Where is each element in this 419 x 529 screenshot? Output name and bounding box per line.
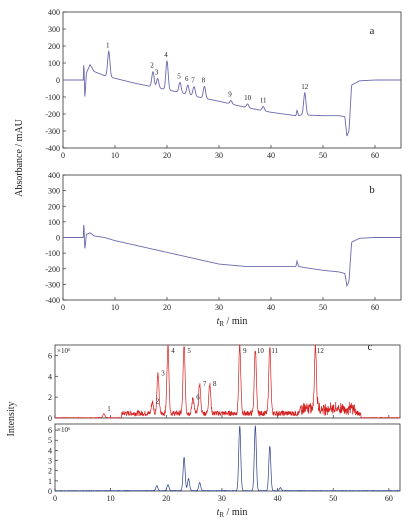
panel-c-sub1-ytick-label: 6 xyxy=(48,351,52,360)
panel-a-ytick-label: 0 xyxy=(56,76,60,85)
panel-a-ytick-label: 400 xyxy=(48,8,60,17)
panel-a-ytick-label: -200 xyxy=(45,110,60,119)
panel-b-ytick-label: -100 xyxy=(45,249,60,258)
panel-a-xtick-label: 50 xyxy=(319,151,327,160)
panel-c-peak-label: 8 xyxy=(213,380,217,388)
panel-c-ylabel: Intensity xyxy=(6,402,17,437)
panel-c-peak-label: 12 xyxy=(317,347,325,355)
panel-c-sub1-series-line xyxy=(54,344,401,419)
panel-b-ytick-label: -300 xyxy=(45,280,60,289)
panel-a-xtick-label: 60 xyxy=(371,151,379,160)
panel-b-letter: b xyxy=(369,184,375,196)
panel-b-ytick-label: -200 xyxy=(45,265,60,274)
panel-a-peak-label: 7 xyxy=(191,77,195,85)
panel-c-sub1-ytick-label: 0 xyxy=(48,414,52,423)
panel-c-sub2-xtick-label: 60 xyxy=(385,494,393,503)
panel-b-xtick-label: 60 xyxy=(371,303,379,312)
panel-a-peak-label: 8 xyxy=(202,76,206,84)
panel-b-xlabel: tR / min xyxy=(217,316,248,328)
panel-b-xtick-label: 0 xyxy=(61,303,65,312)
panel-a-xtick-label: 0 xyxy=(61,151,65,160)
panel-c-sub2-frame xyxy=(54,423,401,492)
panel-c-sub1-frame xyxy=(54,344,401,419)
panel-c-peak-label: 1 xyxy=(107,405,111,413)
panel-b-series-line xyxy=(63,225,401,288)
panel-c-sub2-xtick-label: 30 xyxy=(218,494,226,503)
panel-c-sub2-ytick-label: 1 xyxy=(48,477,52,486)
panel-ab-ylabel: Absorbance / mAU xyxy=(14,118,25,197)
panel-b-xtick-label: 20 xyxy=(163,303,171,312)
panel-c-sub1-ytick-label: 4 xyxy=(48,372,52,381)
panel-b-ytick-label: 300 xyxy=(48,187,60,196)
panel-a-peak-label: 6 xyxy=(185,75,189,83)
panel-c-peak-label: 11 xyxy=(271,347,278,355)
panel-a-peak-label: 2 xyxy=(150,62,154,70)
panel-c-peak-label: 10 xyxy=(257,347,265,355)
panel-c-peak-label: 6 xyxy=(196,393,200,401)
panel-a-xtick-label: 10 xyxy=(111,151,119,160)
panel-c-peak-label: 9 xyxy=(243,347,247,355)
panel-c-sub2-ytick-label: 0 xyxy=(48,487,52,496)
panel-a-ytick-label: 300 xyxy=(48,25,60,34)
panel-a-peak-label: 5 xyxy=(177,72,181,80)
panel-c-peak-label: 3 xyxy=(161,369,165,377)
panel-c-peak-label: 2 xyxy=(156,398,160,406)
panel-a-frame xyxy=(62,11,402,149)
panel-c-sub2-xtick-label: 0 xyxy=(53,494,57,503)
panel-c-sub2-ytick-label: 3 xyxy=(48,457,52,466)
panel-b-frame xyxy=(62,174,402,301)
panel-c-sub2-ytick-label: 5 xyxy=(48,436,52,445)
panel-a-xtick-label: 40 xyxy=(267,151,275,160)
panel-c-peak-label: 7 xyxy=(203,380,207,388)
panel-b-xtick-label: 40 xyxy=(267,303,275,312)
panel-c-sub2-ytick-label: 4 xyxy=(48,446,52,455)
panel-a-xtick-label: 30 xyxy=(215,151,223,160)
panel-b-ytick-label: 100 xyxy=(48,218,60,227)
panel-a-ytick-label: -300 xyxy=(45,127,60,136)
panel-c-sub2-xtick-label: 20 xyxy=(162,494,170,503)
panel-b-xtick-label: 30 xyxy=(215,303,223,312)
panel-c-peak-label: 5 xyxy=(187,347,191,355)
panel-a-letter: a xyxy=(370,25,375,37)
panel-a-ytick-label: -100 xyxy=(45,93,60,102)
panel-c-sub2-xtick-label: 40 xyxy=(274,494,282,503)
panel-c-sub2-ytick-label: 6 xyxy=(48,426,52,435)
panel-a-series-line xyxy=(63,49,401,137)
panel-b-xtick-label: 50 xyxy=(319,303,327,312)
panel-c-sub2-ytick-label: 2 xyxy=(48,467,52,476)
panel-c-sub1-scale: ×10⁶ xyxy=(57,347,71,355)
panel-c-sub2-xtick-label: 10 xyxy=(107,494,115,503)
panel-a-ytick-label: 200 xyxy=(48,42,60,51)
panel-a-peak-label: 3 xyxy=(155,69,159,77)
panel-c-xlabel: tR / min xyxy=(217,507,248,519)
panel-a-peak-label: 9 xyxy=(228,91,232,99)
panel-a-ytick-label: 100 xyxy=(48,59,60,68)
panel-a-peak-label: 10 xyxy=(244,94,252,102)
panel-c-letter: c xyxy=(368,341,373,353)
panel-c-sub2-scale: ×10⁶ xyxy=(57,426,71,434)
panel-c-sub2-xtick-label: 50 xyxy=(329,494,337,503)
panel-c-sub2-series-line xyxy=(54,425,401,492)
panel-a-peak-label: 1 xyxy=(106,41,110,49)
panel-b-ytick-label: 400 xyxy=(48,171,60,180)
panel-a-peak-label: 11 xyxy=(260,97,267,105)
panel-c-sub1-ytick-label: 2 xyxy=(48,393,52,402)
panel-a-peak-label: 12 xyxy=(301,83,309,91)
panel-b-xtick-label: 10 xyxy=(111,303,119,312)
panel-b-ytick-label: 200 xyxy=(48,202,60,211)
panel-b-ytick-label: 0 xyxy=(56,234,60,243)
panel-c-peak-label: 4 xyxy=(171,347,175,355)
panel-a-xtick-label: 20 xyxy=(163,151,171,160)
panel-a-ytick-label: -400 xyxy=(45,144,60,153)
panel-a-peak-label: 4 xyxy=(164,51,168,59)
panel-b-ytick-label: -400 xyxy=(45,296,60,305)
